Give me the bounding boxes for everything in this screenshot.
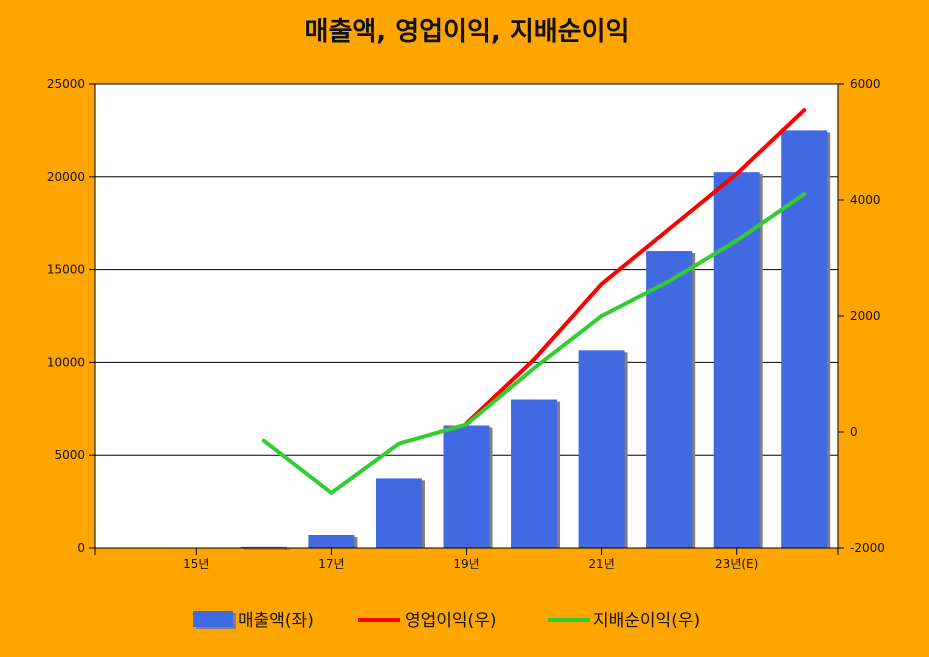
bar-shadow xyxy=(243,548,290,550)
x-tick-label: 15년 xyxy=(183,557,209,571)
y-left-tick-label: 10000 xyxy=(47,355,85,369)
y-left-tick-label: 0 xyxy=(77,541,85,555)
legend-swatch-bar xyxy=(193,611,233,627)
bar xyxy=(646,251,693,549)
bar xyxy=(308,535,355,548)
y-left-tick-label: 15000 xyxy=(47,263,85,277)
legend-label: 영업이익(우) xyxy=(405,611,496,631)
line-series xyxy=(261,108,807,495)
bar xyxy=(240,546,287,548)
bar-series xyxy=(240,130,831,550)
legend: 매출액(좌) 영업이익(우) 지배순이익(우) xyxy=(193,611,700,631)
bar xyxy=(713,172,760,548)
bar xyxy=(781,130,828,548)
y-right-tick-label: 6000 xyxy=(850,77,881,91)
y-right-tick-label: 4000 xyxy=(850,193,881,207)
operating-profit-line xyxy=(464,108,807,426)
net-profit-line xyxy=(261,192,807,495)
legend-label: 지배순이익(우) xyxy=(593,611,700,631)
x-tick-label: 23년(E) xyxy=(715,557,758,571)
bar xyxy=(443,425,490,548)
y-right-tick-label: 0 xyxy=(850,425,858,439)
y-right-tick-label: 2000 xyxy=(850,309,881,323)
x-tick-label: 17년 xyxy=(318,557,344,571)
y-left-tick-label: 25000 xyxy=(47,77,85,91)
bar xyxy=(375,478,422,548)
bar xyxy=(578,350,625,548)
y-right-tick-label: -2000 xyxy=(850,541,885,555)
chart-title: 매출액, 영업이익, 지배순이익 xyxy=(305,17,630,47)
legend-label: 매출액(좌) xyxy=(238,611,314,631)
y-left-tick-label: 5000 xyxy=(54,448,85,462)
x-tick-label: 21년 xyxy=(588,557,614,571)
y-left-tick-label: 20000 xyxy=(47,170,85,184)
x-tick-label: 19년 xyxy=(453,557,479,571)
bar xyxy=(511,399,558,548)
axes: 0 5000 10000 15000 20000 25000 -2000 0 2000 4000 6… xyxy=(47,77,885,571)
